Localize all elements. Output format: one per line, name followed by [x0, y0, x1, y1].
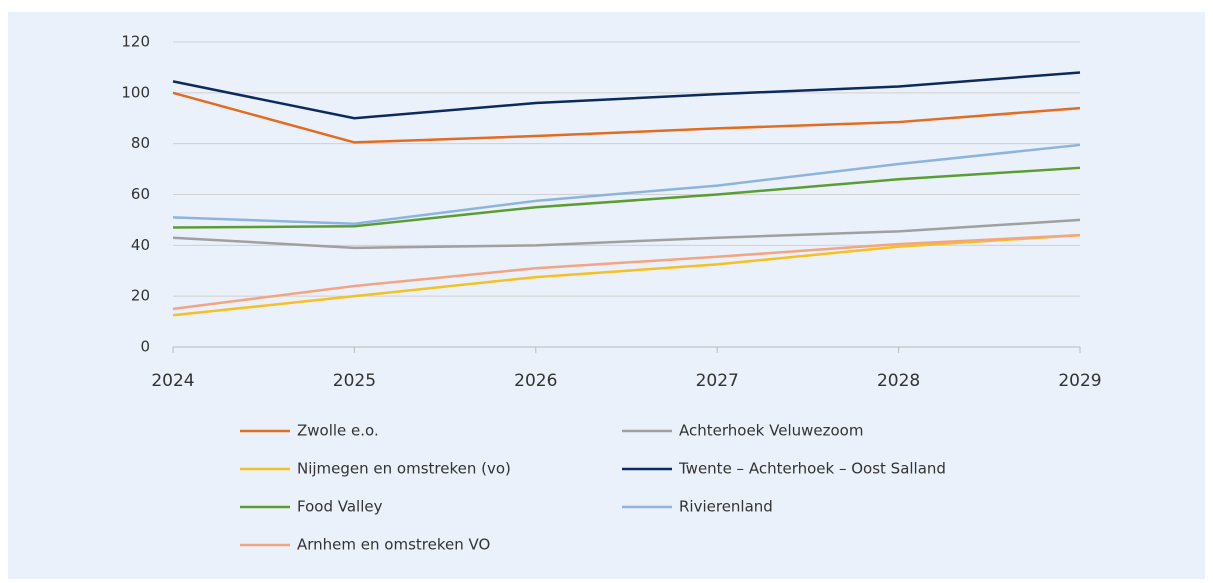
y-tick-label: 40	[131, 236, 150, 254]
x-tick-label: 2027	[696, 371, 739, 391]
legend-label: Food Valley	[297, 498, 383, 516]
series-line	[172, 218, 1081, 250]
y-tick-label: 0	[140, 338, 150, 356]
legend-label: Rivierenland	[679, 498, 773, 516]
series-line	[172, 71, 1081, 120]
x-tick-label: 2029	[1058, 371, 1101, 391]
x-tick-label: 2025	[333, 371, 376, 391]
x-tick-label: 2024	[151, 371, 194, 391]
legend-label: Arnhem en omstreken VO	[297, 536, 490, 554]
y-tick-label: 120	[121, 33, 150, 51]
y-tick-label: 60	[131, 185, 150, 203]
legend-label: Nijmegen en omstreken (vo)	[297, 460, 511, 478]
legend-label: Twente – Achterhoek – Oost Salland	[678, 460, 946, 478]
y-tick-label: 80	[131, 134, 150, 152]
x-tick-label: 2028	[877, 371, 920, 391]
series-line	[172, 91, 1081, 144]
x-tick-label: 2026	[514, 371, 557, 391]
legend-label: Zwolle e.o.	[297, 422, 379, 440]
series-line	[172, 166, 1081, 229]
series-line	[172, 233, 1081, 311]
legend-label: Achterhoek Veluwezoom	[679, 422, 863, 440]
series-line	[172, 143, 1081, 225]
y-tick-label: 20	[131, 287, 150, 305]
chart-background	[8, 12, 1205, 579]
y-tick-label: 100	[121, 83, 150, 101]
series-line	[172, 233, 1081, 317]
